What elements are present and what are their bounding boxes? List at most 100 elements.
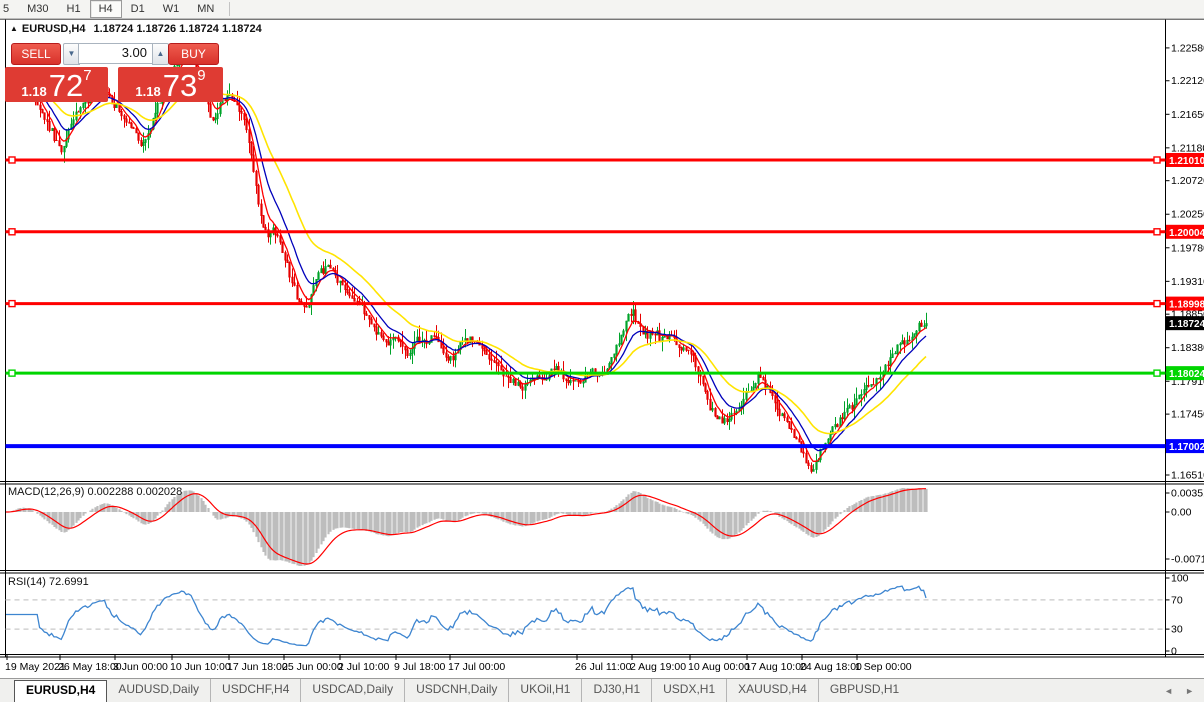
rsi-axis-tick: 100 — [1171, 573, 1189, 585]
volume-increase-button[interactable]: ▲ — [152, 43, 169, 65]
current-price-badge: 1.18724 — [1169, 319, 1204, 330]
ma-fast — [5, 58, 927, 462]
time-axis-label: 24 Aug 18:00 — [800, 661, 862, 673]
price-axis-tick: 1.21180 — [1171, 142, 1204, 154]
tab-scroll-controls: ◄ ► — [1164, 679, 1204, 702]
price-axis-tick: 1.22120 — [1171, 75, 1204, 87]
time-axis-label: 19 May 2021 — [5, 661, 66, 673]
macd-axis-tick: 0.003515 — [1171, 488, 1204, 500]
rsi-axis-tick: 70 — [1171, 594, 1183, 606]
macd-indicator-label: MACD(12,26,9) 0.002288 0.002028 — [8, 486, 183, 498]
time-axis-label: 25 Jun 00:00 — [282, 661, 343, 673]
time-axis-label: 26 May 18:00 — [58, 661, 122, 673]
tab-dj30-h1[interactable]: DJ30,H1 — [581, 679, 651, 702]
time-axis-label: 26 Jul 11:00 — [575, 661, 632, 673]
tab-xauusd-h4[interactable]: XAUUSD,H4 — [726, 679, 818, 702]
price-axis-tick: 1.19310 — [1171, 276, 1204, 288]
time-axis-label: 9 Jul 18:00 — [394, 661, 446, 673]
rsi-axis-tick: 30 — [1171, 624, 1183, 636]
chart-symbol-label: EURUSD,H4 — [21, 23, 86, 35]
time-axis-label: 17 Jul 00:00 — [448, 661, 505, 673]
level-price-badge: 1.21010 — [1169, 156, 1204, 167]
level-price-badge: 1.20004 — [1169, 228, 1204, 239]
rsi-line — [6, 585, 927, 647]
timeframe-button-m5[interactable]: 5 — [3, 3, 10, 15]
price-axis-tick: 1.20720 — [1171, 175, 1204, 187]
ma-slow — [5, 82, 927, 435]
timeframe-toolbar: 5 M30 H1 H4 D1 W1 MN — [0, 0, 1204, 19]
tab-scroll-left-icon[interactable]: ◄ — [1164, 686, 1174, 696]
timeframe-button-d1[interactable]: D1 — [130, 3, 145, 15]
collapse-icon[interactable]: ▲ — [10, 24, 18, 33]
timeframe-button-m30[interactable]: M30 — [27, 3, 49, 15]
level-price-badge: 1.18024 — [1169, 369, 1204, 380]
volume-input[interactable]: 3.00 — [78, 43, 153, 64]
time-axis-label: 17 Jun 18:00 — [227, 661, 288, 673]
macd-histogram — [7, 488, 928, 566]
tab-audusd-daily[interactable]: AUDUSD,Daily — [118, 682, 200, 696]
one-click-trading-widget: SELL ▼ 3.00 ▲ BUY 1.18 72 7 1.18 73 9 — [5, 40, 223, 102]
macd-signal-line — [6, 488, 926, 565]
sell-price-main: 72 — [48, 68, 84, 103]
buy-price-panel[interactable]: 1.18 73 9 — [118, 67, 223, 102]
line-anchor-handle — [8, 156, 16, 164]
line-anchor-handle — [1153, 228, 1161, 236]
tab-eurusd-h4[interactable]: EURUSD,H4 — [14, 680, 108, 702]
line-anchor-handle — [1153, 299, 1161, 308]
timeframe-button-mn[interactable]: MN — [197, 3, 215, 15]
tab-usdcnh-daily[interactable]: USDCNH,Daily — [404, 679, 508, 702]
chart-ohlc-values: 1.18724 1.18726 1.18724 1.18724 — [93, 23, 262, 35]
price-axis-tick: 1.20250 — [1171, 209, 1204, 221]
chevron-down-icon: ▼ — [67, 49, 76, 58]
toolbar-separator — [229, 2, 231, 16]
buy-button[interactable]: BUY — [168, 43, 219, 65]
buy-price-prefix: 1.18 — [135, 84, 161, 99]
level-price-badge: 1.17002 — [1169, 442, 1204, 453]
sell-price-pip: 7 — [83, 67, 92, 84]
time-axis-label: 17 Aug 10:00 — [745, 661, 807, 673]
tab-usdchf-h4[interactable]: USDCHF,H4 — [210, 679, 300, 702]
time-axis-label: 1 Sep 00:00 — [855, 661, 912, 673]
tab-usdcad-daily[interactable]: USDCAD,Daily — [300, 679, 404, 702]
price-axis-tick: 1.19780 — [1171, 242, 1204, 254]
timeframe-button-h1[interactable]: H1 — [66, 3, 81, 15]
tab-usdx-h1[interactable]: USDX,H1 — [651, 679, 726, 702]
time-axis-label: 10 Aug 00:00 — [688, 661, 750, 673]
sell-button[interactable]: SELL — [11, 43, 61, 65]
time-axis-label: 2 Aug 19:00 — [630, 661, 686, 673]
line-anchor-handle — [1153, 156, 1161, 164]
tab-gbpusd-h1[interactable]: GBPUSD,H1 — [817, 679, 910, 702]
rsi-axis-tick: 0 — [1171, 646, 1177, 658]
rsi-indicator-label: RSI(14) 72.6991 — [8, 576, 89, 588]
price-axis-tick: 1.16510 — [1171, 470, 1204, 482]
chart-header: ▲ EURUSD,H4 1.18724 1.18726 1.18724 1.1872… — [10, 23, 262, 35]
buy-price-pip: 9 — [197, 67, 206, 84]
time-axis-label: 3 Jun 00:00 — [113, 661, 168, 673]
chart-tabs-bar: EURUSD,H4 AUDUSD,Daily USDCHF,H4 USDCAD,… — [0, 678, 1204, 702]
ma-mid — [5, 67, 927, 452]
candles-up — [5, 53, 928, 472]
price-axis-tick: 1.18380 — [1171, 342, 1204, 354]
tab-ukoil-h1[interactable]: UKOil,H1 — [508, 679, 581, 702]
buy-price-main: 73 — [162, 68, 198, 103]
sell-price-panel[interactable]: 1.18 72 7 — [5, 67, 108, 102]
sell-price-prefix: 1.18 — [21, 84, 47, 99]
line-anchor-handle — [8, 369, 16, 377]
line-anchor-handle — [8, 299, 16, 308]
chart-canvas[interactable]: 1.22580 1.22120 1.21650 1.21180 1.20720 1.202… — [0, 0, 1204, 678]
time-axis-label: 10 Jun 10:00 — [170, 661, 231, 673]
price-axis-tick: 1.17450 — [1171, 409, 1204, 421]
macd-axis-tick: -0.00717 — [1171, 554, 1204, 566]
price-axis-tick: 1.21650 — [1171, 109, 1204, 121]
chevron-up-icon: ▲ — [156, 49, 165, 58]
level-price-badge: 1.18998 — [1169, 300, 1204, 311]
line-anchor-handle — [8, 228, 16, 236]
timeframe-button-w1[interactable]: W1 — [162, 3, 180, 15]
price-axis-tick: 1.22580 — [1171, 42, 1204, 54]
macd-axis-tick: 0.00 — [1171, 507, 1192, 519]
timeframe-button-h4[interactable]: H4 — [89, 0, 122, 18]
tab-scroll-right-icon[interactable]: ► — [1185, 686, 1194, 696]
time-axis-label: 2 Jul 10:00 — [338, 661, 390, 673]
line-anchor-handle — [1153, 369, 1161, 377]
